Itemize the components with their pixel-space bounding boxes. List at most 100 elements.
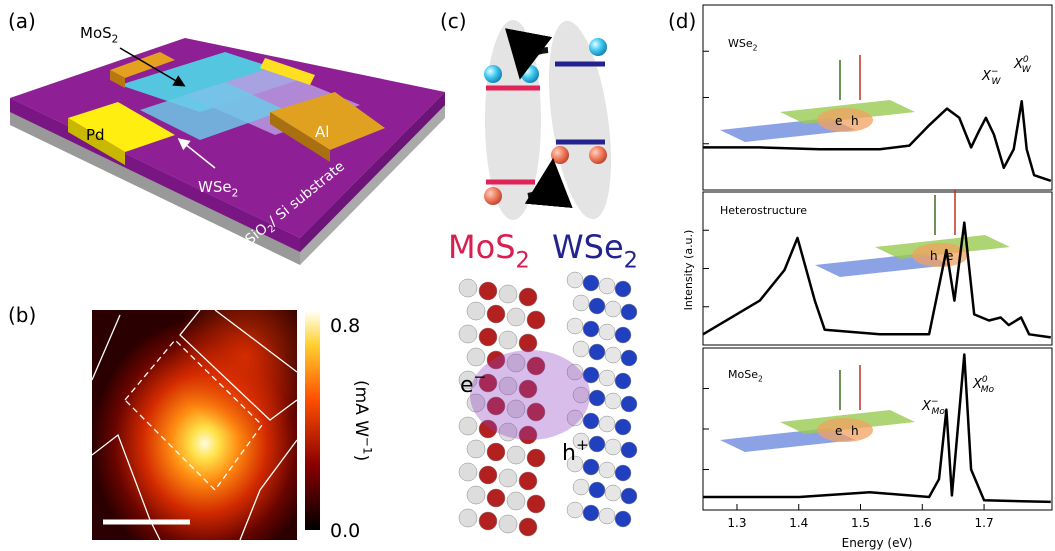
atom: [566, 317, 584, 335]
atom: [466, 485, 486, 505]
wse2-label-part: 2: [232, 188, 239, 200]
hole-label-part: h: [562, 441, 576, 466]
atom: [572, 340, 590, 358]
atom: [486, 488, 506, 508]
carrier-label: e: [946, 249, 953, 263]
spectrum-name: WSe2: [728, 37, 758, 52]
atom: [498, 284, 518, 304]
x-tick-label: 1.3: [727, 516, 746, 530]
mos2-title: MoS2: [448, 228, 530, 274]
peak-label-part: −: [931, 397, 939, 407]
peak-label-part: 0: [982, 375, 988, 385]
atom: [614, 280, 632, 298]
hole-label: h+: [562, 436, 589, 466]
atom: [620, 487, 638, 505]
peak-label-part: −: [991, 67, 999, 77]
atom: [486, 442, 506, 462]
photocurrent-map: [91, 309, 320, 541]
atom: [526, 356, 546, 376]
atom: [598, 415, 616, 433]
peak-label-part: 0: [1023, 55, 1029, 65]
atom: [582, 412, 600, 430]
wse2-title: WSe2: [552, 228, 638, 274]
exciton: [817, 108, 873, 132]
panel-label: (a): [8, 9, 36, 33]
peak-label-part: Mo: [981, 385, 995, 395]
atom: [466, 439, 486, 459]
atom: [518, 333, 538, 353]
atom: [486, 350, 506, 370]
x-tick-label: 1.7: [975, 516, 994, 530]
colorbar-unit-part: ): [351, 455, 371, 462]
atom: [566, 271, 584, 289]
mos2-label: MoS2: [80, 24, 118, 46]
atom: [458, 324, 478, 344]
pd-label: Pd: [86, 126, 105, 144]
atom: [458, 416, 478, 436]
peak-label: X− W: [981, 67, 1002, 87]
carrier-label: h: [930, 249, 938, 263]
peak-label: X0 Mo: [972, 375, 995, 395]
atom: [466, 393, 486, 413]
atom: [614, 418, 632, 436]
colorbar-tick-label: 0.0: [330, 520, 360, 542]
atom: [478, 373, 498, 393]
peak-label-part: X: [981, 69, 992, 84]
atom: [566, 455, 584, 473]
atom: [526, 402, 546, 422]
wse2-title-part: 2: [624, 248, 638, 274]
atom: [620, 441, 638, 459]
atom: [582, 274, 600, 292]
carrier-label: h: [851, 424, 859, 438]
al-label: Al: [315, 123, 329, 141]
carrier-label: e: [835, 424, 842, 438]
atom: [498, 376, 518, 396]
atom: [518, 379, 538, 399]
atom: [466, 347, 486, 367]
atom: [566, 363, 584, 381]
atom: [572, 294, 590, 312]
electron-label: e−: [460, 368, 486, 398]
atom: [598, 323, 616, 341]
atom: [588, 297, 606, 315]
atom: [572, 386, 590, 404]
atom: [478, 281, 498, 301]
atom: [518, 287, 538, 307]
atom: [566, 501, 584, 519]
electron-label-part: e: [460, 373, 474, 398]
atom: [506, 445, 526, 465]
mos2-label-part: MoS: [80, 24, 112, 42]
atom: [582, 504, 600, 522]
spectrum-name: MoSe2: [728, 368, 763, 383]
colorbar-unit-part: (mA W: [351, 380, 371, 437]
atom: [526, 494, 546, 514]
atom: [588, 343, 606, 361]
atom: [506, 399, 526, 419]
x-axis-label: Energy (eV): [842, 536, 913, 550]
peak-label-part: W: [992, 77, 1002, 87]
panel-label: (c): [440, 9, 467, 33]
atom: [604, 438, 622, 456]
x-tick-label: 1.4: [789, 516, 808, 530]
peak-label-part: X: [921, 399, 932, 414]
peak-label-part: W: [1022, 65, 1032, 75]
atom: [506, 491, 526, 511]
atom: [506, 353, 526, 373]
spectrum: [703, 353, 1051, 504]
atom: [478, 327, 498, 347]
spectrum-name: Heterostructure: [720, 204, 807, 217]
device-drawing: [10, 38, 445, 265]
colorbar-tick-label: 0.8: [330, 315, 360, 337]
colorbar-unit-part: −1: [361, 437, 375, 455]
atom: [526, 448, 546, 468]
carrier-label: e: [835, 114, 842, 128]
peak-label-part: Mo: [932, 407, 946, 417]
panel-label: (b): [8, 303, 36, 327]
atom: [498, 514, 518, 534]
atom: [620, 349, 638, 367]
atom: [478, 511, 498, 531]
atom: [614, 464, 632, 482]
atom: [598, 461, 616, 479]
band-diagram: [458, 20, 638, 537]
y-axis-label: Intensity (a.u.): [682, 230, 695, 311]
